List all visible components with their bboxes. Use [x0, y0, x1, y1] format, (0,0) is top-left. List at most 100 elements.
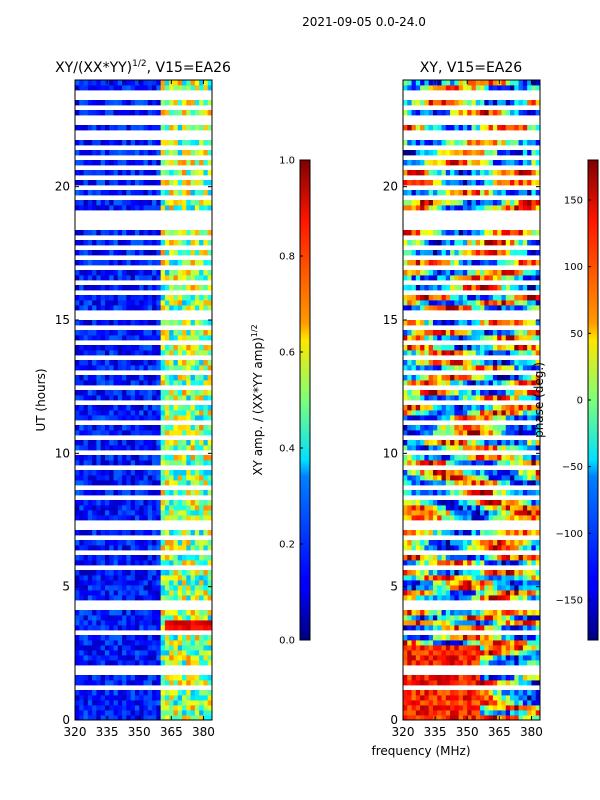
heatmap-cell: [92, 180, 97, 186]
heatmap-cell: [207, 555, 213, 561]
heatmap-cell: [450, 530, 455, 536]
heatmap-cell: [92, 320, 97, 326]
heatmap-cell: [109, 675, 114, 681]
heatmap-cell: [467, 430, 472, 436]
heatmap-cell: [407, 395, 412, 401]
heatmap-cell: [488, 700, 494, 706]
heatmap-cell: [173, 405, 179, 411]
heatmap-cell: [501, 470, 507, 476]
heatmap-cell: [173, 250, 179, 256]
heatmap-cell: [113, 230, 119, 236]
heatmap-cell: [505, 570, 511, 576]
heatmap-cell: [83, 500, 89, 506]
heatmap-cell: [527, 615, 532, 621]
heatmap-cell: [488, 710, 494, 716]
heatmap-cell: [462, 190, 468, 196]
heatmap-cell: [182, 285, 187, 291]
heatmap-cell: [497, 430, 502, 436]
heatmap-cell: [531, 180, 537, 186]
heatmap-cell: [510, 635, 515, 641]
heatmap-cell: [475, 380, 481, 386]
heatmap-cell: [113, 360, 119, 366]
heatmap-cell: [126, 490, 132, 496]
heatmap-cell: [117, 125, 123, 131]
heatmap-cell: [450, 505, 455, 511]
heatmap-cell: [411, 320, 417, 326]
heatmap-cell: [441, 180, 447, 186]
heatmap-cell: [462, 480, 468, 486]
heatmap-cell: [432, 440, 438, 446]
heatmap-cell: [130, 515, 136, 521]
heatmap-cell: [420, 240, 425, 246]
heatmap-cell: [134, 445, 140, 451]
heatmap-cell: [467, 470, 472, 476]
heatmap-cell: [492, 640, 498, 646]
heatmap-cell: [480, 585, 485, 591]
heatmap-cell: [79, 150, 84, 156]
heatmap-cell: [134, 295, 140, 301]
heatmap-cell: [83, 655, 89, 661]
heatmap-cell: [92, 570, 97, 576]
heatmap-cell: [126, 285, 132, 291]
heatmap-cell: [454, 470, 460, 476]
heatmap-cell: [518, 180, 524, 186]
heatmap-cell: [492, 295, 498, 301]
heatmap-cell: [411, 715, 417, 721]
heatmap-cell: [139, 395, 144, 401]
heatmap-cell: [75, 595, 80, 601]
heatmap-cell: [407, 455, 412, 461]
heatmap-cell: [475, 530, 481, 536]
heatmap-cell: [96, 430, 102, 436]
heatmap-cell: [432, 640, 438, 646]
heatmap-cell: [207, 715, 213, 721]
heatmap-cell: [126, 430, 132, 436]
heatmap-cell: [117, 170, 123, 176]
heatmap-cell: [415, 700, 421, 706]
heatmap-cell: [87, 395, 93, 401]
amplitude-title: XY/(XX*YY)1/2, V15=EA26: [55, 59, 231, 76]
heatmap-cell: [75, 140, 80, 146]
heatmap-cell: [156, 335, 162, 341]
heatmap-cell: [441, 295, 447, 301]
heatmap-cell: [480, 575, 485, 581]
heatmap-cell: [445, 150, 451, 156]
heatmap-cell: [488, 545, 494, 551]
heatmap-cell: [522, 190, 528, 196]
heatmap-cell: [190, 625, 196, 631]
heatmap-cell: [186, 160, 191, 166]
heatmap-cell: [173, 425, 179, 431]
heatmap-cell: [462, 360, 468, 366]
heatmap-cell: [420, 140, 425, 146]
heatmap-cell: [441, 695, 447, 701]
heatmap-cell: [445, 590, 451, 596]
heatmap-cell: [207, 270, 213, 276]
heatmap-cell: [100, 680, 106, 686]
heatmap-cell: [122, 620, 127, 626]
heatmap-cell: [527, 555, 532, 561]
heatmap-cell: [75, 700, 80, 706]
heatmap-cell: [186, 320, 191, 326]
heatmap-cell: [424, 250, 430, 256]
heatmap-cell: [104, 360, 110, 366]
heatmap-cell: [130, 585, 136, 591]
heatmap-cell: [117, 540, 123, 546]
heatmap-cell: [199, 200, 204, 206]
heatmap-cell: [403, 320, 408, 326]
heatmap-cell: [164, 320, 170, 326]
heatmap-cell: [139, 260, 144, 266]
heatmap-cell: [134, 125, 140, 131]
heatmap-cell: [488, 560, 494, 566]
heatmap-cell: [207, 610, 213, 616]
heatmap-cell: [437, 425, 442, 431]
heatmap-cell: [92, 480, 97, 486]
heatmap-cell: [411, 260, 417, 266]
heatmap-cell: [100, 560, 106, 566]
heatmap-cell: [462, 305, 468, 311]
heatmap-cell: [96, 680, 102, 686]
heatmap-cell: [527, 365, 532, 371]
heatmap-cell: [194, 475, 200, 481]
heatmap-cell: [475, 515, 481, 521]
heatmap-cell: [450, 470, 455, 476]
heatmap-cell: [527, 715, 532, 721]
heatmap-cell: [75, 125, 80, 131]
